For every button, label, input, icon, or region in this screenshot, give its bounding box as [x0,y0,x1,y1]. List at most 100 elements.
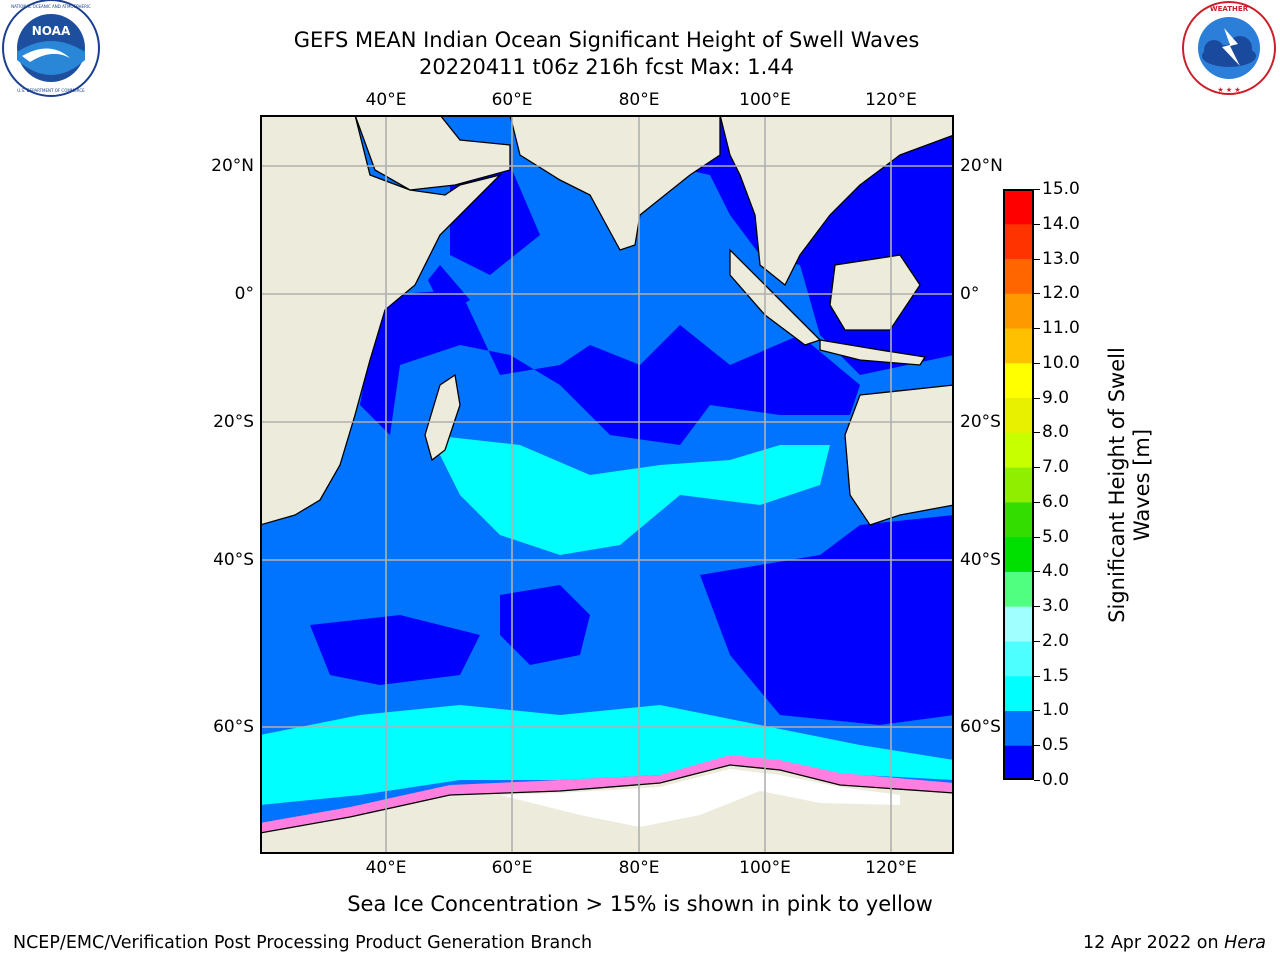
colorbar-tick-mark [1034,536,1040,538]
colorbar-tick-label: 14.0 [1042,213,1080,234]
map-title-line2: 20220411 t06z 216h fcst Max: 1.44 [419,55,794,79]
colorbar-bin [1003,536,1034,572]
colorbar-tick-mark [1034,362,1040,364]
lon-label-top-60e: 60°E [491,90,533,110]
lon-label-top-100e: 100°E [739,90,791,110]
footer-branch: NCEP/EMC/Verification Post Processing Pr… [13,933,593,953]
lon-label-top-80e: 80°E [618,90,660,110]
colorbar-bin [1003,223,1034,260]
colorbar-tick-mark [1034,571,1040,573]
swell-height-map [260,115,954,854]
colorbar-bin [1003,397,1034,433]
lon-label-bottom-60e: 60°E [491,858,533,878]
colorbar-tick-mark [1034,293,1040,295]
colorbar-bin [1003,606,1034,642]
colorbar-tick-mark [1034,328,1040,330]
colorbar-bin [1003,710,1034,746]
colorbar-tick-label: 4.0 [1042,561,1070,582]
colorbar-bin [1003,432,1034,468]
colorbar-tick-label: 9.0 [1042,387,1070,408]
land-mass [424,373,461,462]
land-mass [819,339,927,366]
sea-ice-note: Sea Ice Concentration > 15% is shown in … [347,892,933,916]
colorbar-bin [1003,501,1034,538]
colorbar-tick-label: 6.0 [1042,491,1070,512]
colorbar-tick-label: 0.0 [1042,770,1070,790]
colorbar-tick-label: 7.0 [1042,457,1070,478]
colorbar-bin [1003,571,1034,607]
lat-label-left-60s: 60°S [213,717,254,737]
lon-label-bottom-80e: 80°E [618,858,660,878]
colorbar-tick-label: 2.0 [1042,630,1070,651]
colorbar-tick-mark [1034,432,1040,434]
colorbar-tick-label: 1.0 [1042,700,1070,721]
colorbar-tick-label: 10.0 [1042,352,1080,373]
land-mass [729,248,822,346]
map-panel [260,115,954,854]
land-mass [509,115,721,251]
colorbar-label: Significant Height of Swell Waves [m] [1105,347,1154,623]
noaa-logo: NOAA U.S. DEPARTMENT OF COMMERCE NATIONA… [0,0,104,100]
land-mass [844,384,954,526]
svg-text:U.S. DEPARTMENT OF COMMERCE: U.S. DEPARTMENT OF COMMERCE [17,88,85,93]
colorbar-bin [1003,328,1034,364]
colorbar-bin [1003,293,1034,329]
colorbar-tick-mark [1034,640,1040,642]
colorbar [1003,189,1034,780]
svg-text:★ ★ ★: ★ ★ ★ [1217,86,1240,94]
lat-label-right-20s: 20°S [960,412,1001,432]
colorbar-tick-label: 5.0 [1042,526,1070,547]
lon-label-bottom-40e: 40°E [365,858,407,878]
low-swell-region [500,585,590,665]
colorbar-tick-mark [1034,223,1040,225]
moderate-swell-region [430,435,830,555]
lon-label-top-120e: 120°E [865,90,917,110]
colorbar-tick-mark [1034,501,1040,503]
colorbar-tick-mark [1034,780,1040,781]
lon-label-bottom-120e: 120°E [865,858,917,878]
land-mass [719,115,954,287]
colorbar-tick-mark [1034,606,1040,608]
colorbar-bin [1003,675,1034,711]
colorbar-tick-label: 0.5 [1042,735,1070,756]
lat-label-left-20n: 20°N [211,156,254,176]
lat-label-left-40s: 40°S [213,550,254,570]
svg-text:WEATHER: WEATHER [1210,5,1249,13]
footer-date: 12 Apr 2022 on Hera [1083,932,1266,954]
lat-label-left-20s: 20°S [213,412,254,432]
colorbar-tick-mark [1034,675,1040,677]
colorbar-bin [1003,745,1034,780]
ice-shelf [500,769,900,827]
lat-label-right-60s: 60°S [960,717,1001,737]
colorbar-tick-mark [1034,397,1040,399]
colorbar-ticks: 0.0 0.5 1.0 1.5 2.0 3.0 4.0 5.0 6.0 7.0 8.0 9.0 10.0… [1034,179,1102,790]
noaa-logo-text: NOAA [32,24,71,38]
lon-label-bottom-100e: 100°E [739,858,791,878]
map-frame [260,115,954,854]
colorbar-tick-mark [1034,258,1040,260]
map-title-line1: GEFS MEAN Indian Ocean Significant Heigh… [293,28,920,52]
lat-label-right-20n: 20°N [960,156,1003,176]
colorbar-tick-mark [1034,710,1040,712]
lat-label-right-0: 0° [960,284,980,304]
lon-label-top-40e: 40°E [365,90,407,110]
colorbar-tick-label: 13.0 [1042,248,1080,269]
nws-logo: WEATHER ★ ★ ★ [1178,0,1280,100]
colorbar-tick-label: 1.5 [1042,665,1070,686]
colorbar-bin [1003,362,1034,399]
colorbar-bin [1003,640,1034,677]
colorbar-tick-mark [1034,189,1040,190]
colorbar-tick-mark [1034,745,1040,747]
footer-date-text: 12 Apr 2022 on [1083,933,1225,953]
colorbar-tick-label: 11.0 [1042,318,1080,339]
lat-label-right-40s: 40°S [960,550,1001,570]
low-swell-region [360,290,860,445]
colorbar-bin [1003,258,1034,294]
land-mass [829,254,921,331]
colorbar-tick-mark [1034,467,1040,469]
colorbar-tick-label: 3.0 [1042,596,1070,617]
colorbar-bin [1003,189,1034,225]
colorbar-tick-label: 12.0 [1042,283,1080,304]
footer-host: Hera [1224,933,1266,953]
colorbar-tick-label: 8.0 [1042,422,1070,443]
